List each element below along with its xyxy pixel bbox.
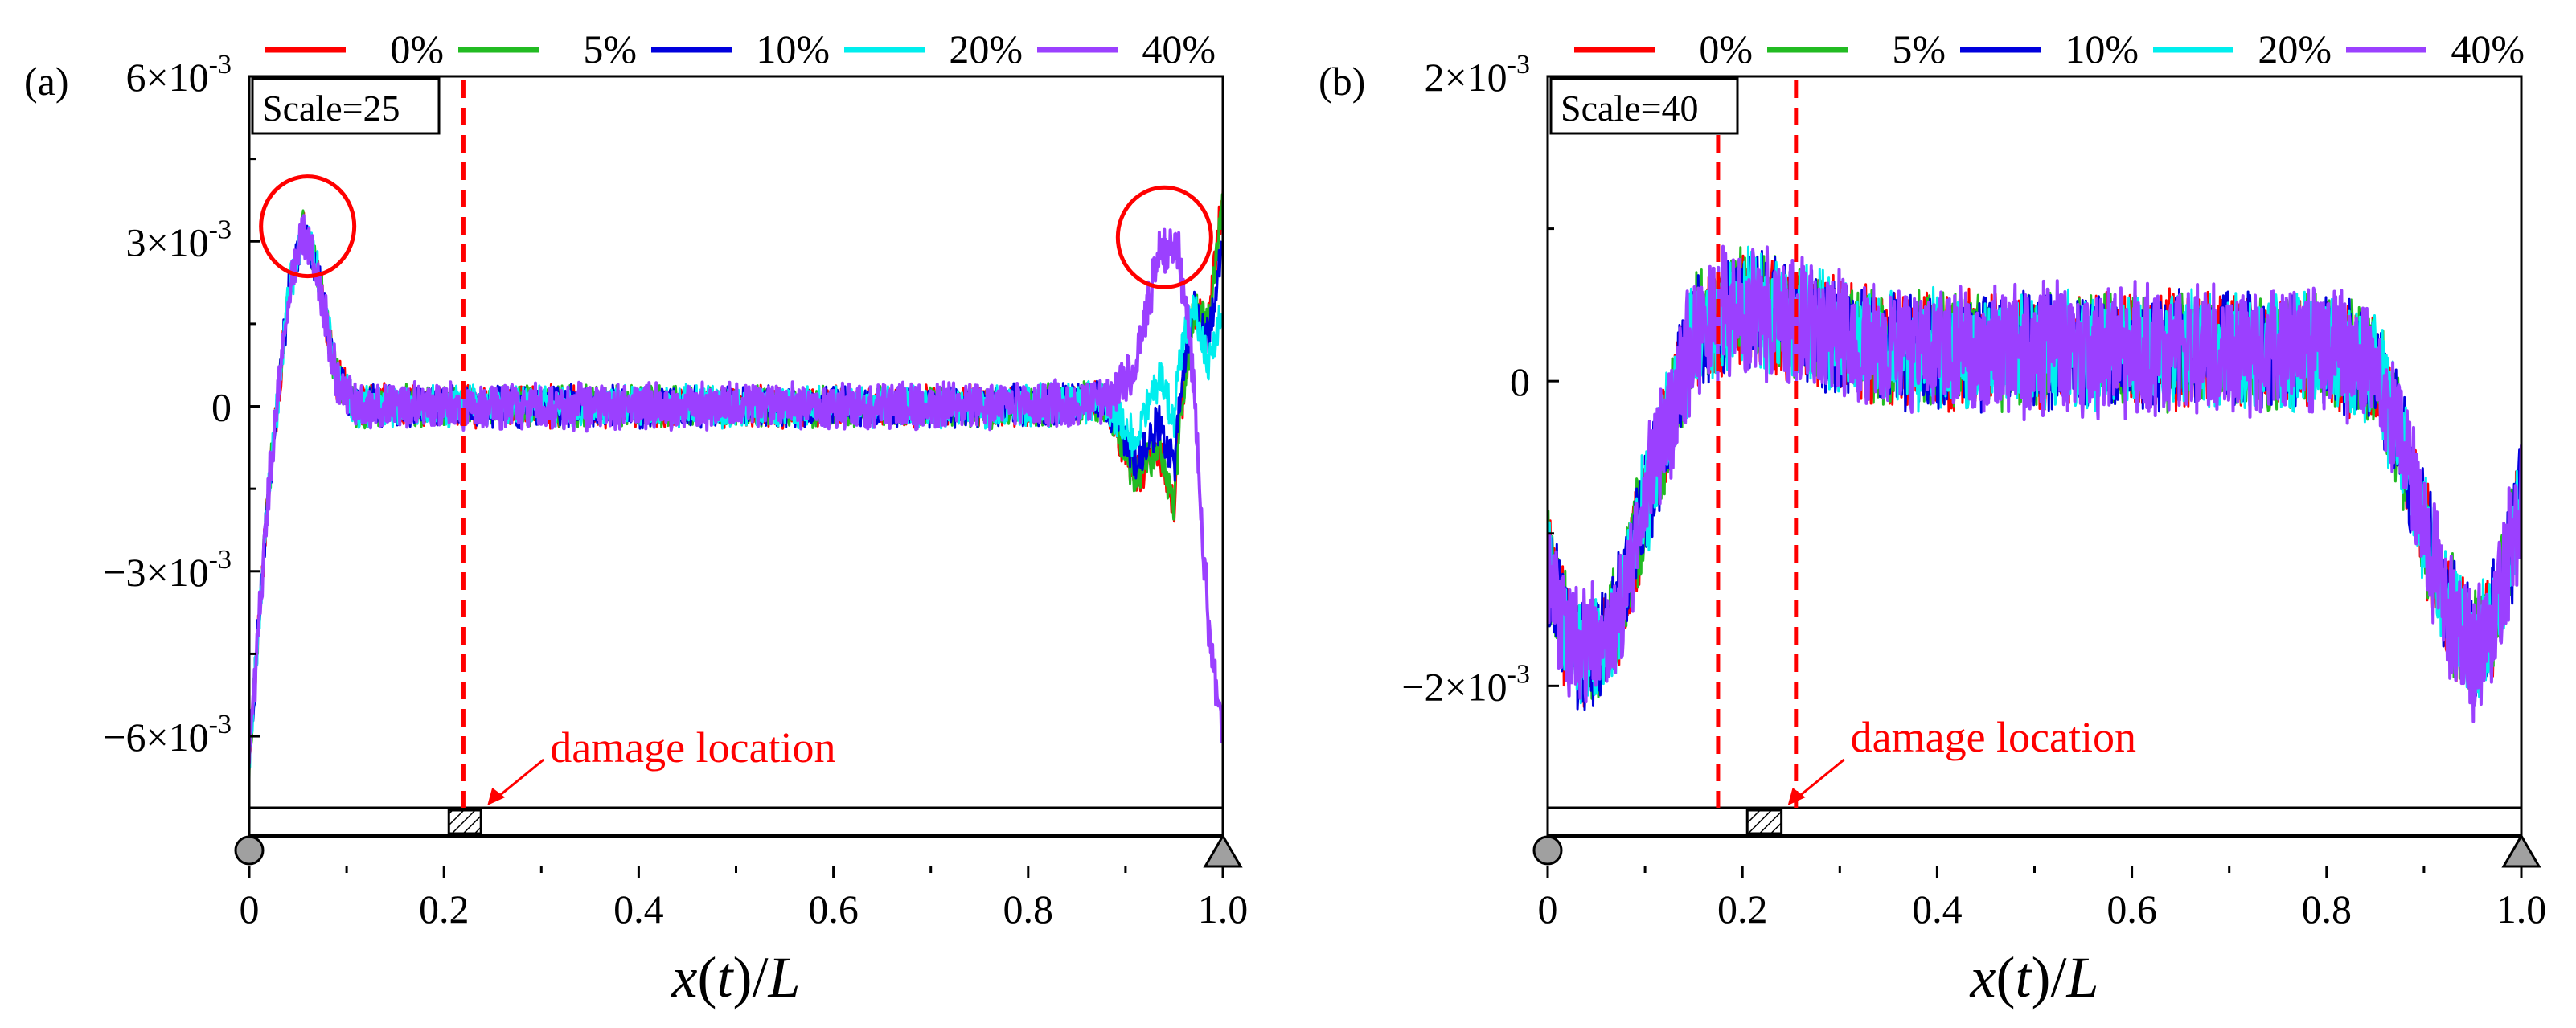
x-tick-label: 0.4 (1912, 887, 1963, 932)
beam (1546, 806, 2523, 838)
legend-label: 20% (2258, 27, 2332, 72)
damage-location-label: damage location (1851, 713, 2136, 761)
roller-support-icon (1203, 833, 1243, 868)
y-tick-label: 0 (1510, 359, 1530, 404)
series-line-20pct (249, 226, 1223, 768)
legend-label: 0% (390, 27, 444, 72)
x-tick-label: 0 (1538, 887, 1558, 932)
damaged-element (1745, 809, 1783, 835)
series-line-0pct (249, 188, 1223, 771)
panel-label: (b) (1319, 59, 1365, 104)
damage-arrow (1795, 758, 1845, 801)
pin-support-icon (234, 835, 265, 866)
legend-label: 0% (1699, 27, 1753, 72)
series-line-40pct (249, 214, 1223, 764)
beam (248, 806, 1224, 838)
x-tick-label: 0.8 (1003, 887, 1054, 932)
legend-label: 20% (949, 27, 1023, 72)
x-tick-label: 0.4 (613, 887, 664, 932)
series-line-40pct (1548, 244, 2521, 723)
panel-label: (a) (24, 59, 69, 104)
x-tick-label: 0 (240, 887, 260, 932)
scale-box (1549, 77, 1739, 135)
x-tick-label: 1.0 (1198, 887, 1249, 932)
y-tick-label: 6×10-3 (125, 50, 232, 100)
panel-b: damage location Scale=40 −2×10-3 0 2×10-3 0 0.… (1319, 27, 2546, 1010)
series-group (249, 188, 1223, 780)
series-group (1548, 244, 2521, 723)
x-axis-title: x(t)/L (1970, 945, 2099, 1010)
y-tick-label: −3×10-3 (103, 545, 232, 595)
peak-circle (259, 174, 357, 279)
scale-label: Scale=40 (1561, 88, 1699, 129)
x-tick-label: 0.2 (419, 887, 470, 932)
peak-circle (1115, 185, 1213, 289)
y-tick-label: 0 (211, 385, 232, 430)
legend-label: 40% (2451, 27, 2525, 72)
legend-label: 40% (1142, 27, 1216, 72)
panel-a: damage location Scale=25 −6×10-3 −3×10-3 0 3×… (24, 27, 1248, 1010)
x-axis-title: x(t)/L (671, 945, 801, 1010)
legend-label: 5% (1892, 27, 1946, 72)
damage-location-label: damage location (550, 723, 835, 772)
damaged-element (447, 809, 482, 835)
x-tick-label: 0.8 (2302, 887, 2352, 932)
legend-label: 10% (2065, 27, 2139, 72)
scale-label: Scale=25 (262, 88, 400, 129)
damage-arrow (494, 758, 545, 801)
y-tick-label: 2×10-3 (1424, 50, 1530, 100)
scale-box (251, 77, 441, 135)
x-tick-label: 0.6 (2106, 887, 2157, 932)
roller-support-icon (2501, 833, 2541, 868)
series-line-5pct (249, 193, 1223, 780)
x-tick-label: 1.0 (2496, 887, 2547, 932)
x-tick-label: 0.2 (1717, 887, 1768, 932)
y-tick-label: 3×10-3 (125, 215, 232, 264)
legend-label: 10% (756, 27, 830, 72)
series-line-10pct (249, 224, 1223, 750)
y-tick-label: −2×10-3 (1401, 659, 1530, 709)
plot-frame (248, 75, 1224, 838)
x-tick-label: 0.6 (808, 887, 859, 932)
pin-support-icon (1532, 835, 1563, 866)
y-tick-label: −6×10-3 (103, 710, 232, 760)
legend-label: 5% (583, 27, 637, 72)
